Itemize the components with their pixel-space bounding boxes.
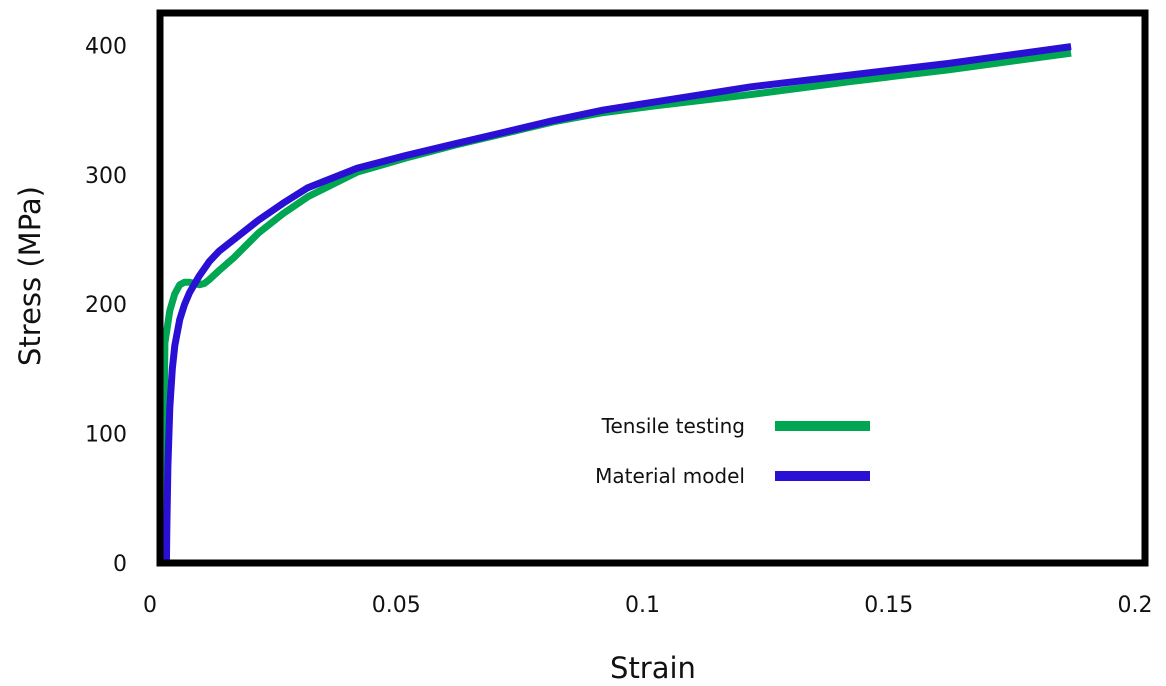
x-tick-label: 0 [143, 593, 157, 618]
y-axis-tick-labels: 0 100 200 300 400 [85, 34, 127, 577]
y-tick-label: 0 [113, 552, 127, 577]
x-tick-label: 0.05 [372, 593, 421, 618]
series-line-material-model [162, 43, 1072, 564]
y-tick-label: 400 [85, 34, 127, 59]
x-axis-tick-labels: 0 0.05 0.1 0.15 0.2 [143, 593, 1153, 618]
x-tick-label: 0.2 [1118, 593, 1153, 618]
y-tick-label: 300 [85, 164, 127, 189]
y-tick-label: 100 [85, 423, 127, 448]
legend: Tensile testing Material model [595, 414, 870, 488]
legend-label-material-model: Material model [595, 464, 745, 488]
x-axis-label: Strain [610, 651, 696, 685]
plot-frame [156, 9, 1149, 567]
plot-lines [159, 43, 1072, 564]
x-tick-label: 0.1 [625, 593, 660, 618]
x-tick-label: 0.15 [864, 593, 913, 618]
y-axis-label: Stress (MPa) [13, 186, 47, 366]
legend-label-tensile-testing: Tensile testing [601, 414, 745, 438]
y-tick-label: 200 [85, 293, 127, 318]
